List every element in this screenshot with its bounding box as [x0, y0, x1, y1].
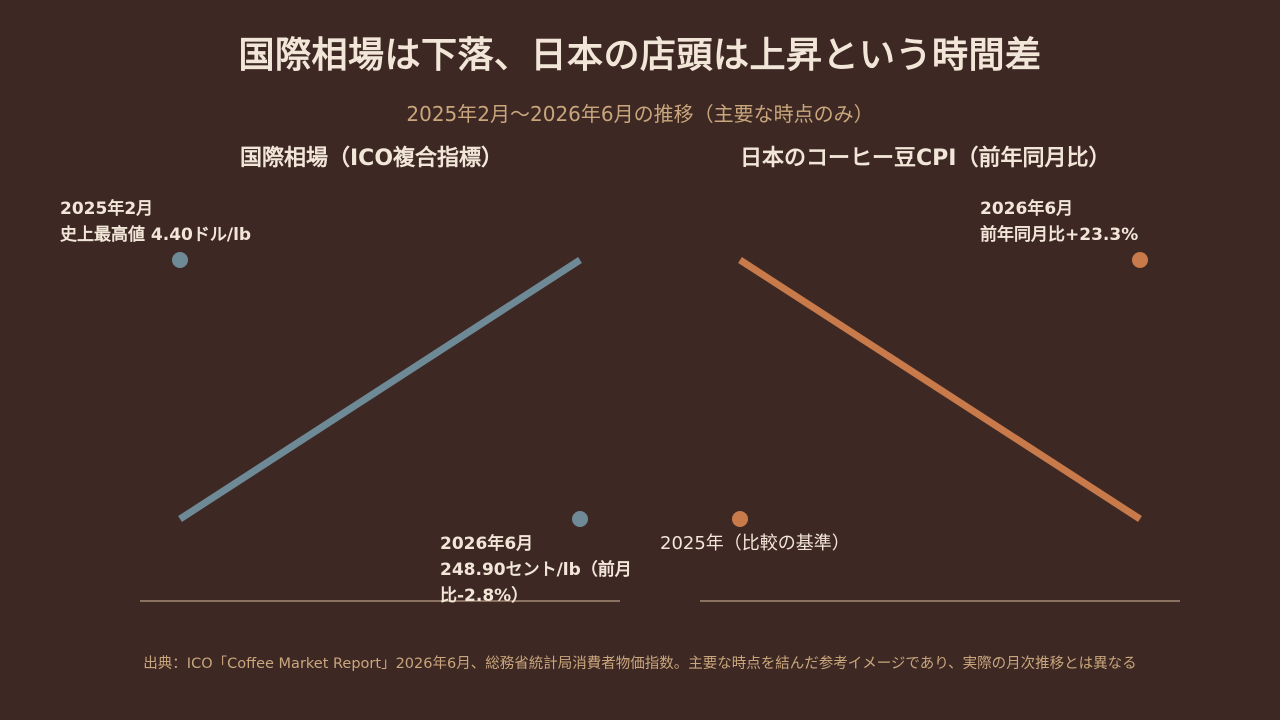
cpi-end-label: 2026年6月 前年同月比+23.3%: [980, 196, 1180, 248]
ico-start-date: 2025年2月: [60, 199, 154, 219]
ico-series-line: [178, 257, 582, 522]
ico-end-date: 2026年6月: [440, 534, 534, 554]
ico-point-end: [572, 511, 588, 527]
ico-start-label: 2025年2月 史上最高値 4.40ドル/lb: [60, 196, 320, 248]
ico-point-start: [172, 252, 188, 268]
source-note: 出典：ICO「Coffee Market Report」2026年6月、総務省統…: [143, 656, 1137, 672]
ico-start-value: 史上最高値 4.40ドル/lb: [60, 225, 252, 245]
cpi-start-label: 2025年（比較の基準）: [660, 533, 850, 554]
chart-subtitle: 2025年2月〜2026年6月の推移（主要な時点のみ）: [406, 102, 874, 126]
chart-marks: [172, 252, 1148, 527]
ico-end-label: 2026年6月 248.90セント/lb（前月比-2.8%）: [440, 531, 650, 609]
cpi-panel-title: 日本のコーヒー豆CPI（前年同月比）: [740, 146, 1111, 171]
cpi-series-line: [738, 257, 1142, 522]
cpi-end-date: 2026年6月: [980, 199, 1074, 219]
ico-end-value: 248.90セント/lb（前月比-2.8%）: [440, 560, 632, 606]
cpi-end-value: 前年同月比+23.3%: [980, 225, 1139, 245]
cpi-point-end: [1132, 252, 1148, 268]
cpi-point-start: [732, 511, 748, 527]
chart-title: 国際相場は下落、日本の店頭は上昇という時間差: [238, 35, 1042, 76]
ico-panel-title: 国際相場（ICO複合指標）: [240, 146, 504, 171]
